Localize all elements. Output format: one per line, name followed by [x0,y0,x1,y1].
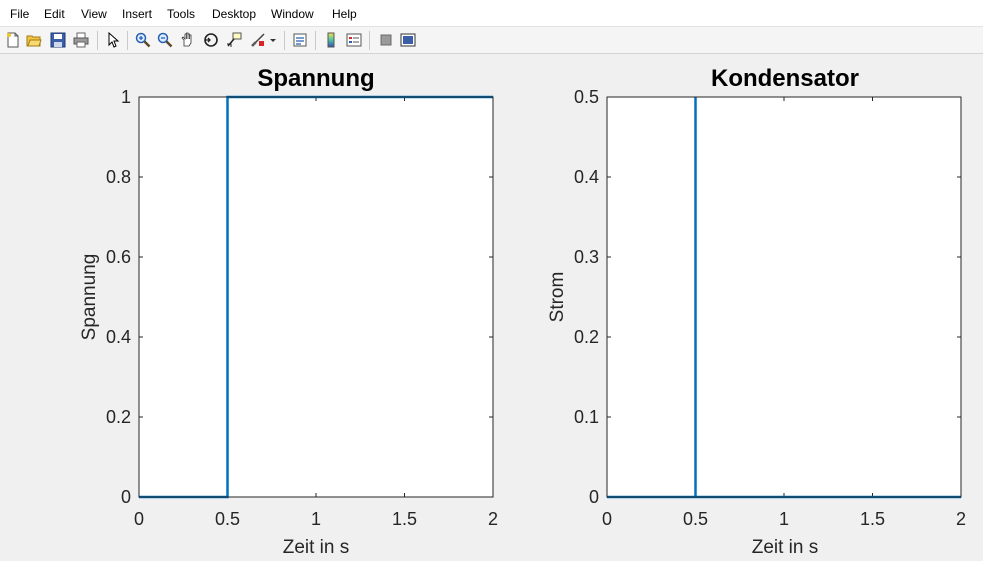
axes-spannung: Spannung 0 0.5 1 1.5 2 0 0.2 0.4 0.6 0.8 1 Zeit in… [79,65,498,558]
rotate-3d-icon[interactable] [202,31,220,49]
x-tick-label: 1 [311,509,321,529]
new-figure-icon[interactable] [4,31,22,49]
axes-box [138,96,494,498]
y-tick-label: 0.4 [574,167,599,187]
x-tick-label: 0 [602,509,612,529]
x-tick-label: 2 [956,509,966,529]
y-tick-label: 0.2 [574,327,599,347]
y-tick-label: 1 [121,87,131,107]
y-tick-label: 0.2 [106,407,131,427]
hide-plot-tools-icon[interactable] [377,31,395,49]
toolbar-separator [284,31,285,50]
y-tick-label: 0 [121,487,131,507]
x-tick-label: 1.5 [860,509,885,529]
menu-window[interactable]: Window [271,7,314,21]
toolbar-separator [97,31,98,50]
y-tick-label: 0.1 [574,407,599,427]
y-tick-label: 0.3 [574,247,599,267]
figure-canvas: Spannung 0 0.5 1 1.5 2 0 0.2 0.4 0.6 0.8 1 Zeit in… [79,65,966,558]
menu-edit[interactable]: Edit [44,7,65,21]
link-plot-icon[interactable] [291,31,309,49]
menu-bar: File Edit View Insert Tools Desktop Wind… [0,0,983,27]
x-tick-label: 0.5 [215,509,240,529]
pointer-icon[interactable] [104,31,122,49]
print-icon[interactable] [72,31,90,49]
chevron-down-icon[interactable] [268,31,278,49]
toolbar-separator [315,31,316,50]
menu-view[interactable]: View [81,7,107,21]
menu-insert[interactable]: Insert [122,7,153,21]
toolbar-separator [369,31,370,50]
zoom-out-icon[interactable] [156,31,174,49]
menu-file[interactable]: File [10,7,30,21]
y-axis-label: Spannung [79,254,100,341]
x-axis-label: Zeit in s [283,537,350,558]
y-axis-label: Strom [547,272,568,323]
zoom-in-icon[interactable] [134,31,152,49]
colorbar-icon[interactable] [322,31,340,49]
legend-icon[interactable] [345,31,363,49]
open-file-icon[interactable] [25,31,43,49]
show-plot-tools-icon[interactable] [399,31,417,49]
y-tick-label: 0 [589,487,599,507]
plot-title: Kondensator [711,65,859,92]
brush-icon[interactable] [249,31,267,49]
y-tick-label: 0.8 [106,167,131,187]
x-tick-label: 1 [779,509,789,529]
data-cursor-icon[interactable] [225,31,243,49]
pan-icon[interactable] [179,31,197,49]
y-tick-label: 0.6 [106,247,131,267]
x-tick-label: 2 [488,509,498,529]
x-tick-label: 0 [134,509,144,529]
axes-box [606,96,962,498]
y-tick-label: 0.5 [574,87,599,107]
x-axis-label: Zeit in s [752,537,819,558]
x-tick-label: 1.5 [392,509,417,529]
plot-area [139,97,493,497]
figure-toolbar [0,27,983,54]
toolbar-separator [127,31,128,50]
y-tick-label: 0.4 [106,327,131,347]
menu-tools[interactable]: Tools [167,7,196,21]
plot-title: Spannung [257,65,374,92]
menu-desktop[interactable]: Desktop [212,7,257,21]
menu-help[interactable]: Help [332,7,357,21]
save-icon[interactable] [49,31,67,49]
axes-kondensator: Kondensator 0 0.5 1 1.5 2 0 0.1 0.2 0.3 0.4 0.5 Ze… [547,65,966,558]
x-tick-label: 0.5 [683,509,708,529]
plot-area [607,97,961,497]
